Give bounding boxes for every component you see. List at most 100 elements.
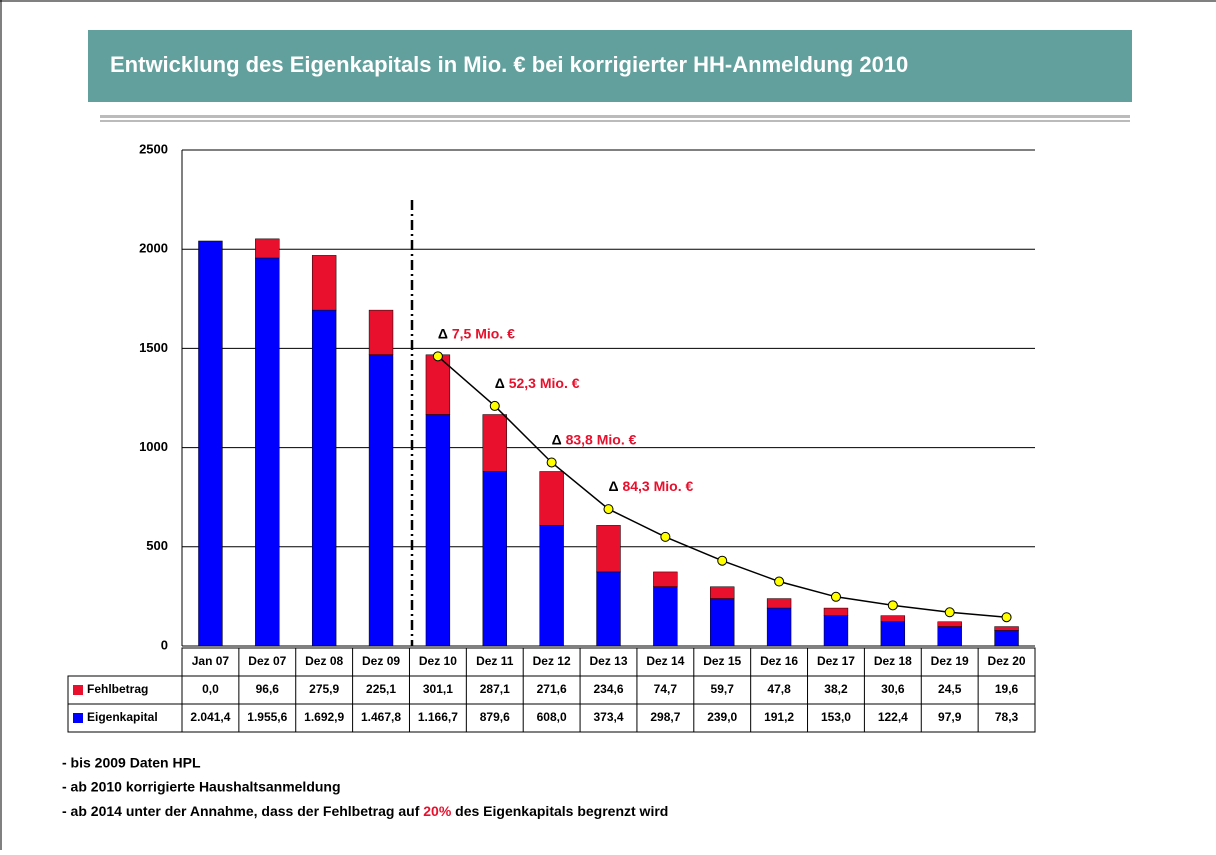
x-tick-label: Jan 07 xyxy=(192,654,230,668)
data-label: 373,4 xyxy=(593,710,623,724)
bar xyxy=(653,586,678,647)
annotation-text: 52,3 Mio. € xyxy=(509,375,580,391)
trend-point xyxy=(546,457,557,468)
title-box xyxy=(88,30,1132,102)
y-tick-label: 1500 xyxy=(139,340,168,355)
data-label: 122,4 xyxy=(878,710,908,724)
trend-point xyxy=(717,555,728,566)
x-tick-label: Dez 12 xyxy=(533,654,571,668)
separator xyxy=(100,115,1130,118)
data-label: 271,6 xyxy=(537,682,567,696)
trend-point xyxy=(944,607,955,618)
annotation: Δ 83,8 Mio. € xyxy=(552,431,637,447)
data-label: 301,1 xyxy=(423,682,453,696)
bar xyxy=(482,414,507,472)
annotation-text: 83,8 Mio. € xyxy=(566,431,637,447)
trend-point xyxy=(774,576,785,587)
bar xyxy=(823,615,849,647)
bar xyxy=(311,255,337,311)
bar xyxy=(482,471,507,647)
legend-label: Fehlbetrag xyxy=(87,682,148,696)
data-label: 1.166,7 xyxy=(418,710,458,724)
data-label: 1.467,8 xyxy=(361,710,401,724)
x-tick-label: Dez 20 xyxy=(988,654,1026,668)
x-tick-label: Dez 15 xyxy=(703,654,741,668)
data-label: 1.955,6 xyxy=(247,710,287,724)
bar xyxy=(880,615,906,622)
annotation-text: 7,5 Mio. € xyxy=(452,325,515,341)
trend-point xyxy=(1001,612,1012,623)
data-label: 47,8 xyxy=(767,682,791,696)
data-label: 608,0 xyxy=(537,710,567,724)
data-label: 97,9 xyxy=(938,710,962,724)
chart-title: Entwicklung des Eigenkapitals in Mio. € … xyxy=(110,52,908,77)
bar xyxy=(994,626,1019,631)
bar xyxy=(198,240,223,647)
y-tick-label: 2000 xyxy=(139,241,168,256)
x-tick-label: Dez 11 xyxy=(476,654,514,668)
data-label: 38,2 xyxy=(824,682,848,696)
legend-swatch xyxy=(73,685,83,695)
data-label: 24,5 xyxy=(938,682,962,696)
data-label: 879,6 xyxy=(480,710,510,724)
note: - bis 2009 Daten HPL xyxy=(62,755,201,771)
y-tick-label: 1000 xyxy=(139,439,168,454)
data-label: 96,6 xyxy=(256,682,280,696)
bar xyxy=(539,525,564,647)
data-label: 298,7 xyxy=(650,710,680,724)
trend-point xyxy=(432,351,443,362)
data-label: 19,6 xyxy=(995,682,1019,696)
data-label: 191,2 xyxy=(764,710,794,724)
data-label: 74,7 xyxy=(654,682,678,696)
annotation-text: 84,3 Mio. € xyxy=(622,478,693,494)
note: - ab 2014 unter der Annahme, dass der Fe… xyxy=(62,803,668,819)
annotation-symbol: Δ xyxy=(552,431,562,447)
bar xyxy=(368,354,394,647)
data-label: 30,6 xyxy=(881,682,905,696)
annotation: Δ 7,5 Mio. € xyxy=(438,325,515,341)
data-label: 287,1 xyxy=(480,682,510,696)
bar xyxy=(255,257,280,647)
x-tick-label: Dez 09 xyxy=(362,654,400,668)
bar xyxy=(766,607,792,647)
data-label: 2.041,4 xyxy=(190,710,230,724)
bar xyxy=(596,525,621,573)
x-tick-label: Dez 19 xyxy=(931,654,969,668)
bar xyxy=(710,586,735,599)
bar xyxy=(710,598,735,647)
annotation-symbol: Δ xyxy=(495,375,505,391)
bar xyxy=(368,309,394,356)
legend-label: Eigenkapital xyxy=(87,710,158,724)
bar xyxy=(766,598,792,609)
data-label: 78,3 xyxy=(995,710,1019,724)
x-tick-label: Dez 08 xyxy=(305,654,343,668)
x-tick-label: Dez 14 xyxy=(646,654,684,668)
data-label: 1.692,9 xyxy=(304,710,344,724)
bar xyxy=(425,414,451,647)
annotation-symbol: Δ xyxy=(438,325,448,341)
trend-point xyxy=(887,600,898,611)
annotation: Δ 52,3 Mio. € xyxy=(495,375,580,391)
bar xyxy=(311,309,337,647)
trend-point xyxy=(830,591,841,602)
data-label: 275,9 xyxy=(309,682,339,696)
bar xyxy=(653,571,678,587)
data-label: 0,0 xyxy=(202,682,219,696)
bar xyxy=(596,571,621,647)
note: - ab 2010 korrigierte Haushaltsanmeldung xyxy=(62,779,341,795)
y-tick-label: 500 xyxy=(146,538,168,553)
bar xyxy=(994,630,1019,647)
trend-line xyxy=(437,355,1007,618)
trend-point xyxy=(603,504,614,515)
trend-point xyxy=(489,400,500,411)
trend-point xyxy=(660,531,671,542)
annotation-symbol: Δ xyxy=(609,478,619,494)
x-tick-label: Dez 18 xyxy=(874,654,912,668)
data-label: 225,1 xyxy=(366,682,396,696)
data-label: 153,0 xyxy=(821,710,851,724)
y-tick-label: 2500 xyxy=(139,141,168,156)
data-label: 59,7 xyxy=(711,682,735,696)
legend-swatch xyxy=(73,713,83,723)
separator xyxy=(100,120,1130,122)
